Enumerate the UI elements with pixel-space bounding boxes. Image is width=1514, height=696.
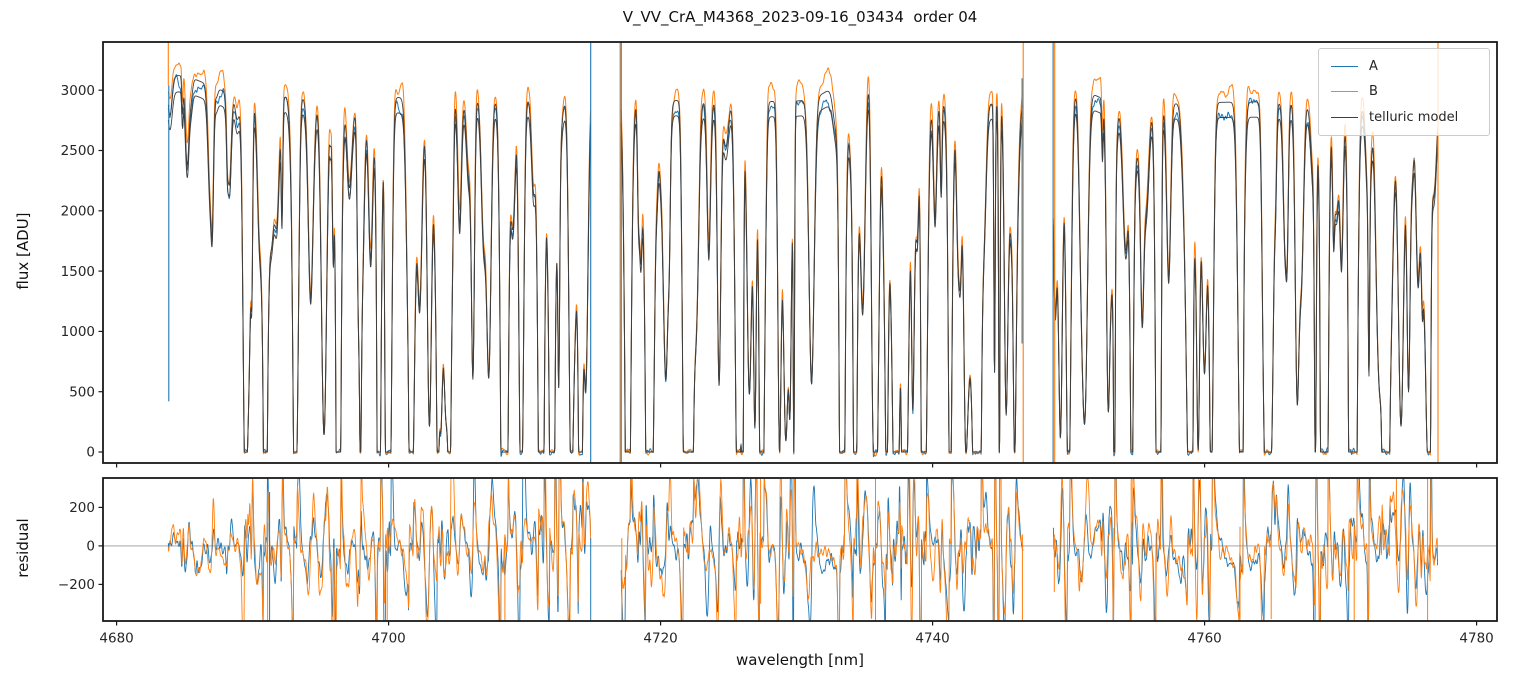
- flux-axis-label: flux [ADU]: [14, 212, 32, 290]
- series-telluric-model-b: [167, 75, 1438, 453]
- residual-panel-axes: 4680 4700 4720 4740 4760 4780 −200 0 200: [58, 477, 1498, 647]
- residual-axis-label: residual: [14, 518, 32, 578]
- legend-line-sample-b: [1331, 91, 1358, 93]
- y-tick-label: 1000: [61, 324, 95, 340]
- y-tick-label: 0: [86, 539, 95, 555]
- y-tick-label: 3000: [61, 83, 95, 99]
- x-tick-label: 4680: [99, 631, 133, 647]
- figure-title: V_VV_CrA_M4368_2023-09-16_03434 order 04: [622, 8, 978, 26]
- legend-item-telluric: telluric model: [1331, 110, 1477, 125]
- y-tick-label: 2000: [61, 204, 95, 220]
- legend-line-sample-telluric: [1331, 116, 1358, 118]
- residual-panel-data: [103, 478, 1497, 621]
- residual-panel-spines: [102, 477, 1498, 622]
- x-tick-label: 4740: [915, 631, 949, 647]
- flux-panel-data: [167, 42, 1439, 463]
- legend-line-sample-a: [1331, 66, 1358, 68]
- y-tick-label: 2500: [61, 143, 95, 159]
- y-tick-label: 200: [69, 500, 95, 516]
- y-tick-label: −200: [58, 577, 95, 593]
- legend-label-a: A: [1369, 59, 1378, 75]
- flux-panel-spines: [102, 41, 1498, 464]
- y-tick-label: 1500: [61, 264, 95, 280]
- x-tick-label: 4700: [371, 631, 405, 647]
- x-tick-label: 4720: [643, 631, 677, 647]
- y-tick-label: 0: [86, 445, 95, 461]
- legend-label-b: B: [1369, 84, 1378, 100]
- wavelength-axis-label: wavelength [nm]: [736, 651, 864, 669]
- legend: A B telluric model: [1318, 48, 1490, 136]
- flux-panel-axes: 0 500 1000 1500 2000 2500 3000: [61, 41, 1498, 468]
- y-tick-label: 500: [69, 384, 95, 400]
- x-tick-label: 4780: [1459, 631, 1493, 647]
- legend-item-a: A: [1331, 59, 1477, 74]
- residual-a: [167, 478, 1438, 621]
- legend-label-telluric: telluric model: [1369, 109, 1459, 125]
- legend-item-b: B: [1331, 84, 1477, 99]
- series-telluric-model-a: [167, 91, 1438, 453]
- x-tick-label: 4760: [1187, 631, 1221, 647]
- residual-b: [167, 478, 1438, 621]
